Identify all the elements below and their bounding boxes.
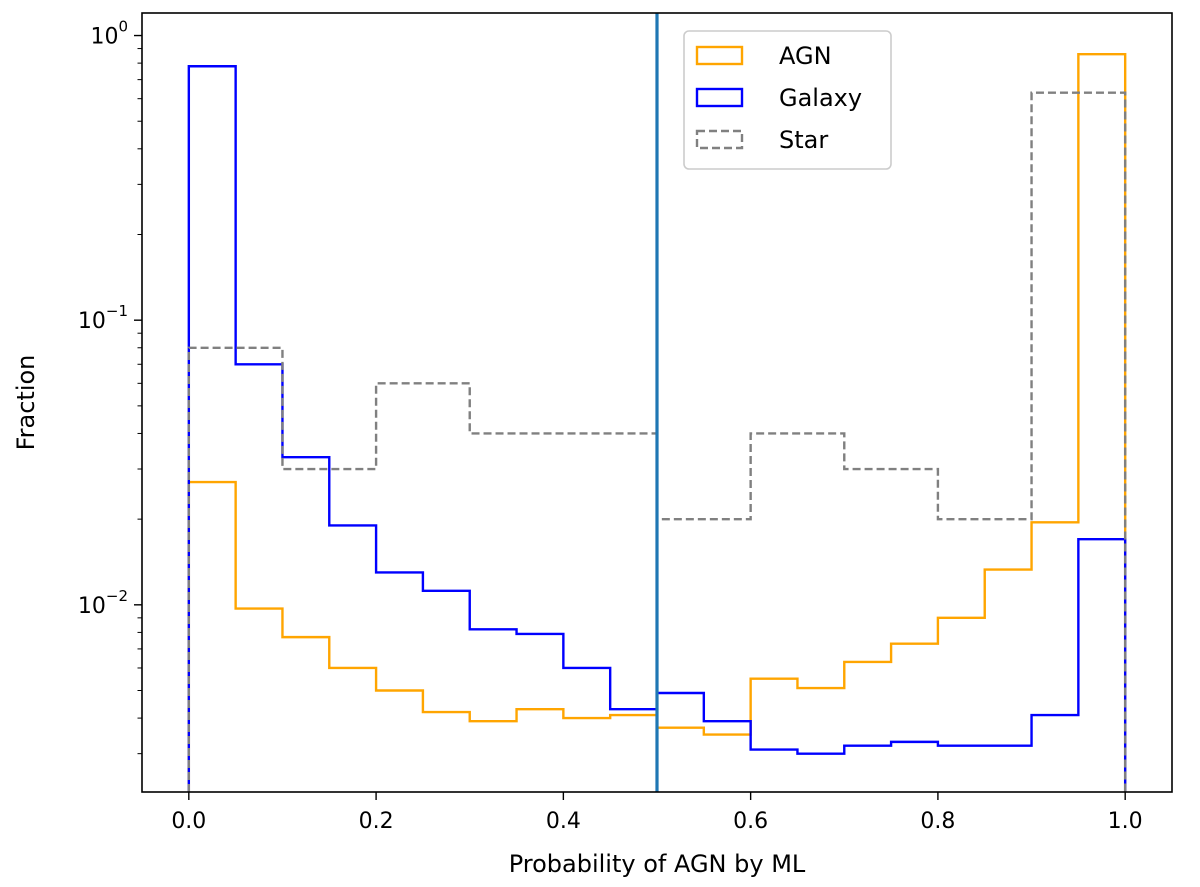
- x-tick-label: 0.4: [546, 809, 581, 834]
- legend-label: AGN: [779, 42, 832, 70]
- legend-item-star: Star: [695, 126, 828, 154]
- plot-frame: [141, 12, 1173, 793]
- x-tick-label: 1.0: [1108, 809, 1143, 834]
- x-tick-label: 0.6: [733, 809, 768, 834]
- y-tick-label: 10−1: [78, 302, 128, 334]
- legend-label: Galaxy: [779, 84, 862, 112]
- legend-swatch: [695, 129, 744, 150]
- legend-swatch: [695, 45, 744, 66]
- x-tick-label: 0.0: [171, 809, 206, 834]
- legend-swatch: [695, 87, 744, 108]
- legend-item-agn: AGN: [695, 42, 832, 70]
- legend-box: [683, 30, 892, 170]
- x-tick-label: 0.2: [359, 809, 394, 834]
- legend-item-galaxy: Galaxy: [695, 84, 862, 112]
- x-tick-label: 0.8: [920, 809, 955, 834]
- legend-label: Star: [779, 126, 828, 154]
- x-axis-label: Probability of AGN by ML: [509, 850, 806, 878]
- legend: AGN Galaxy Star: [683, 30, 892, 170]
- y-tick-label: 10−2: [78, 587, 128, 619]
- y-axis-label: Fraction: [12, 355, 40, 451]
- y-tick-label: 100: [90, 18, 128, 50]
